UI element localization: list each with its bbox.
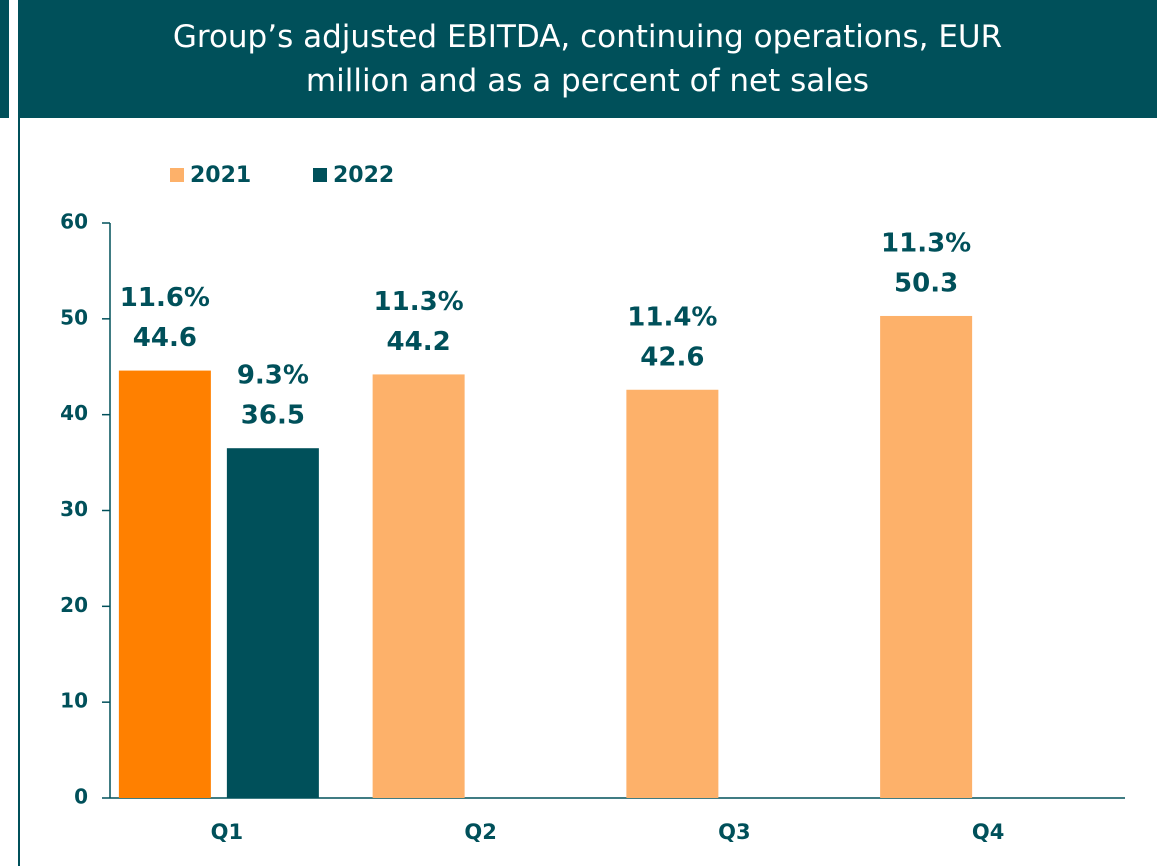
value-label: 42.6 bbox=[640, 342, 704, 372]
y-tick-label: 40 bbox=[60, 401, 88, 425]
y-tick-label: 30 bbox=[60, 497, 88, 521]
legend-label: 2021 bbox=[190, 163, 251, 188]
bar bbox=[118, 370, 211, 798]
percent-label: 11.4% bbox=[627, 302, 717, 332]
x-tick-label: Q2 bbox=[464, 820, 496, 844]
bar bbox=[226, 448, 319, 798]
legend-swatch bbox=[170, 168, 184, 182]
y-tick-label: 10 bbox=[60, 689, 88, 713]
bar bbox=[372, 374, 465, 798]
left-edge bbox=[0, 0, 9, 118]
value-label: 50.3 bbox=[894, 268, 958, 298]
y-tick-label: 50 bbox=[60, 305, 88, 329]
percent-label: 11.3% bbox=[881, 228, 971, 258]
x-tick-label: Q4 bbox=[972, 820, 1004, 844]
bar bbox=[626, 389, 719, 798]
legend-swatch bbox=[313, 168, 327, 182]
x-tick-label: Q1 bbox=[211, 820, 243, 844]
y-tick-label: 60 bbox=[60, 210, 88, 234]
legend-label: 2022 bbox=[333, 163, 394, 188]
percent-label: 11.3% bbox=[374, 287, 464, 317]
percent-label: 9.3% bbox=[237, 361, 309, 391]
value-label: 44.2 bbox=[387, 327, 451, 357]
x-tick-label: Q3 bbox=[718, 820, 750, 844]
percent-label: 11.6% bbox=[120, 283, 210, 313]
value-label: 36.5 bbox=[241, 401, 305, 431]
y-tick-label: 20 bbox=[60, 593, 88, 617]
value-label: 44.6 bbox=[133, 323, 197, 353]
chart-title: Group’s adjusted EBITDA, continuing oper… bbox=[18, 0, 1157, 118]
bar bbox=[880, 315, 973, 798]
y-tick-label: 0 bbox=[74, 785, 88, 809]
